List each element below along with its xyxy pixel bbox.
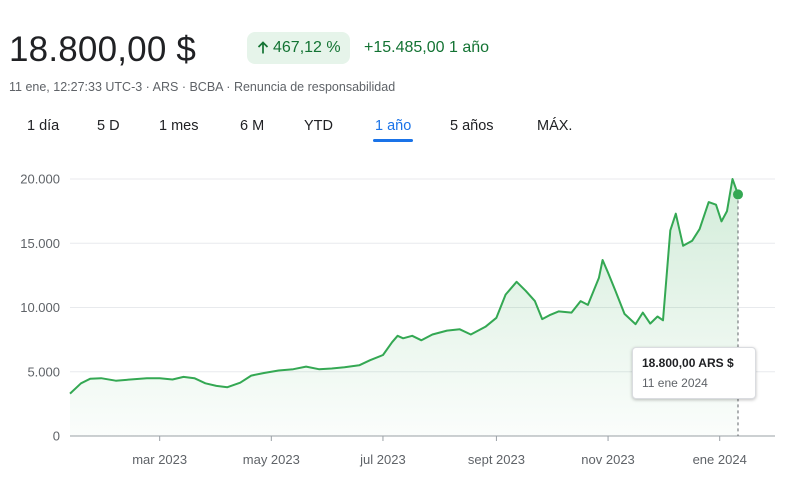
series-area <box>70 179 738 436</box>
tooltip-price: 18.800,00 ARS $ <box>642 356 734 370</box>
x-tick-label: may 2023 <box>243 452 300 467</box>
percent-change-badge: 467,12 % <box>247 32 350 64</box>
tab-max[interactable]: MÁX. <box>537 118 573 134</box>
tab-6m[interactable]: 6 M <box>240 118 265 134</box>
percent-change-value: 467,12 % <box>273 39 341 56</box>
y-tick-label: 20.000 <box>20 172 60 187</box>
x-tick-label: mar 2023 <box>132 452 187 467</box>
price-tooltip: 18.800,00 ARS $ 11 ene 2024 <box>632 347 756 399</box>
hover-point <box>733 189 743 200</box>
tab-5y[interactable]: 5 años <box>450 118 494 134</box>
current-price: 18.800,00 $ <box>9 30 197 69</box>
x-tick-label: nov 2023 <box>581 452 635 467</box>
y-tick-label: 0 <box>53 429 60 444</box>
price-chart[interactable]: 0 5.000 10.000 15.000 20.000 mar 2023 may 2023… <box>0 150 800 487</box>
tab-1d[interactable]: 1 día <box>27 118 60 134</box>
arrow-up-icon <box>257 41 269 54</box>
tab-1y[interactable]: 1 año <box>372 114 414 142</box>
tab-1m[interactable]: 1 mes <box>159 118 199 134</box>
x-tick-label: sept 2023 <box>468 452 525 467</box>
tab-ytd[interactable]: YTD <box>304 118 333 134</box>
quote-currency: ARS <box>152 80 179 94</box>
quote-timestamp: 11 ene, 12:27:33 UTC-3 <box>9 80 143 94</box>
y-tick-label: 5.000 <box>27 364 60 379</box>
quote-exchange: BCBA <box>189 80 223 94</box>
x-tick-label: ene 2024 <box>693 452 747 467</box>
y-tick-label: 10.000 <box>20 300 60 315</box>
series-line <box>69 178 739 395</box>
x-tick-label: jul 2023 <box>359 452 406 467</box>
y-tick-label: 15.000 <box>20 236 60 251</box>
absolute-change: +15.485,00 1 año <box>364 39 490 56</box>
tooltip-date: 11 ene 2024 <box>642 376 708 390</box>
quote-meta: 11 ene, 12:27:33 UTC-3 · ARS · BCBA · Re… <box>9 80 396 94</box>
tab-5d[interactable]: 5 D <box>97 118 120 134</box>
disclaimer-link[interactable]: Renuncia de responsabilidad <box>233 80 396 94</box>
